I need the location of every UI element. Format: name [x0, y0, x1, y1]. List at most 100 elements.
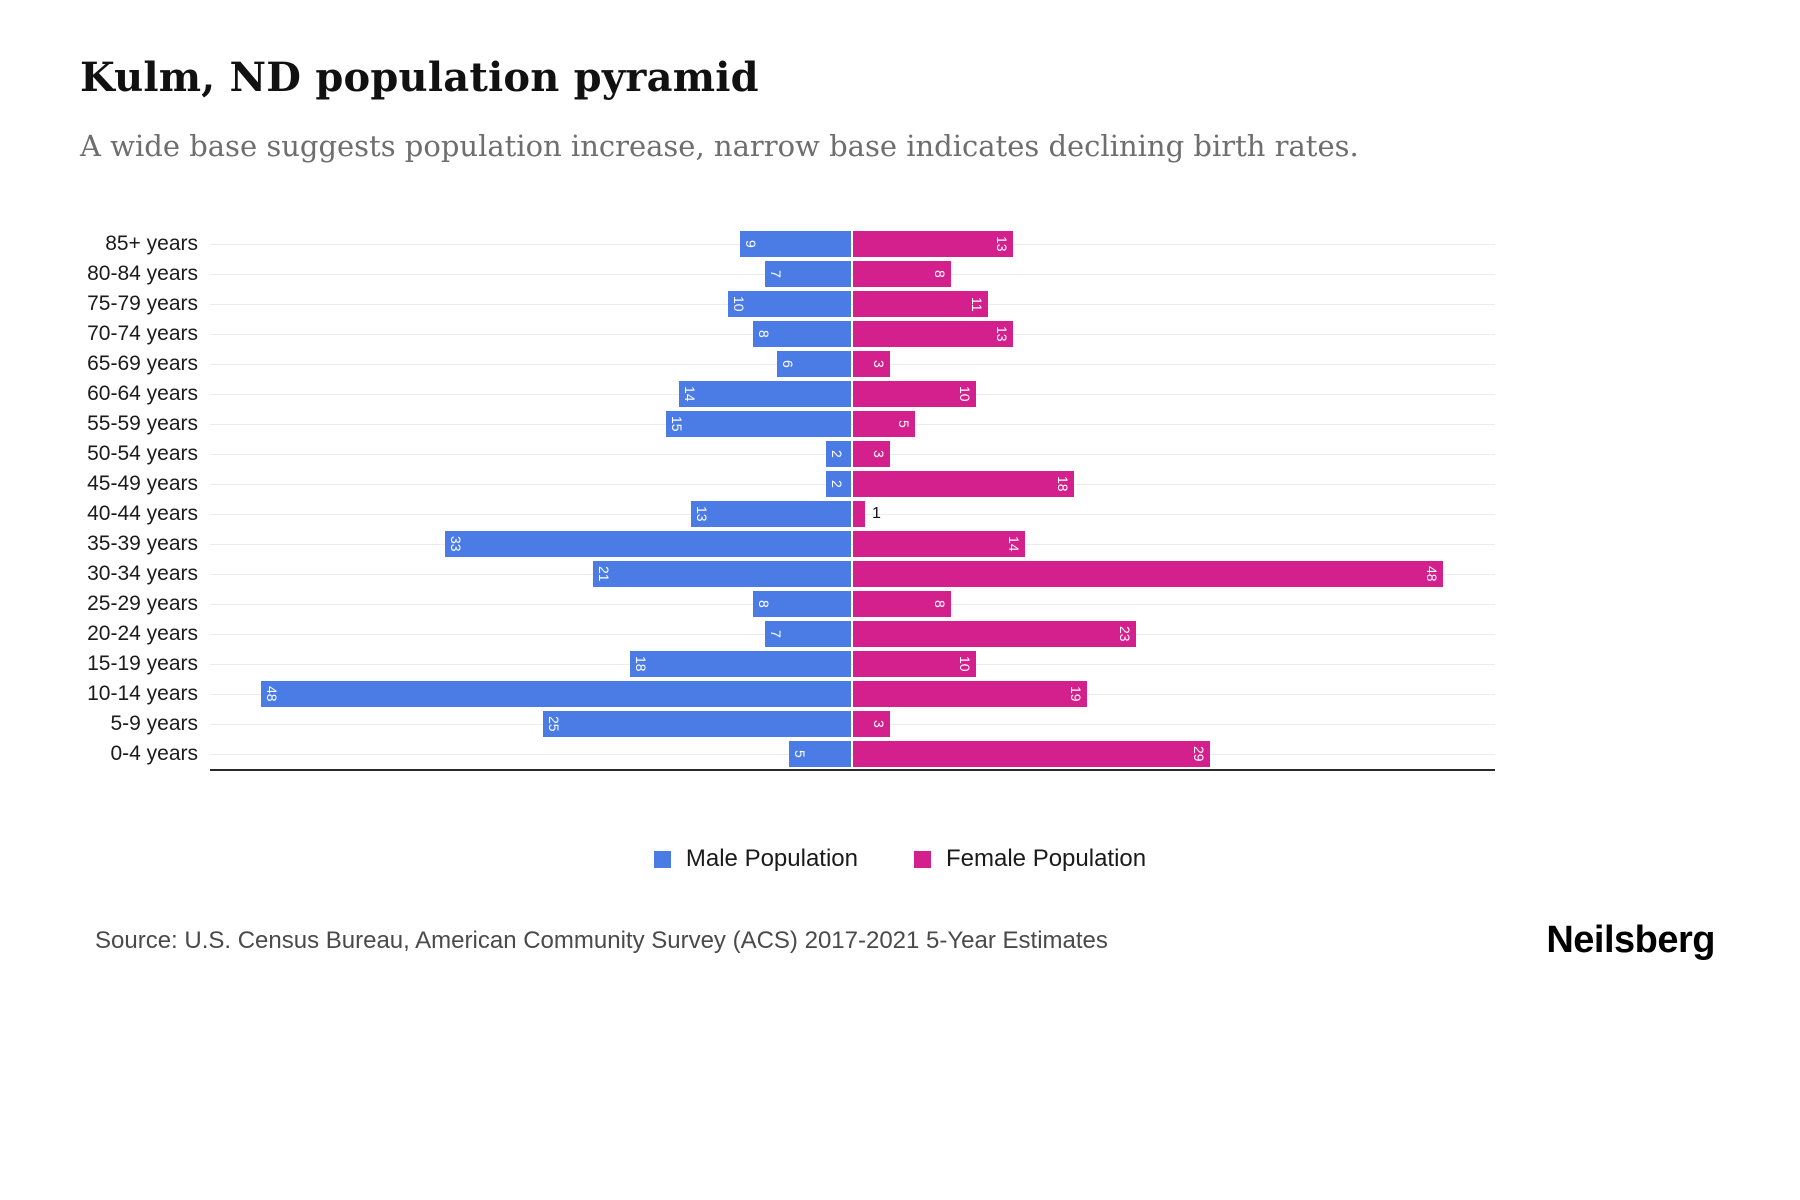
age-group-label: 55-59 years — [87, 412, 198, 435]
male-value-label: 14 — [682, 386, 698, 402]
age-group-label: 70-74 years — [87, 322, 198, 345]
legend-item-male: Male Population — [653, 845, 858, 873]
male-value-label: 7 — [768, 630, 784, 638]
pyramid-row: 85+ years 9 13 — [80, 229, 1660, 259]
age-group-label: 85+ years — [105, 232, 198, 255]
pyramid-row: 30-34 years 21 48 — [80, 559, 1660, 589]
gridline — [210, 424, 1495, 425]
male-value-label: 18 — [633, 656, 649, 672]
age-group-label: 50-54 years — [87, 442, 198, 465]
gridline — [210, 484, 1495, 485]
female-bar: 3 — [853, 441, 890, 467]
x-axis-line — [210, 769, 1495, 771]
gridline — [210, 454, 1495, 455]
pyramid-row: 55-59 years 15 5 — [80, 409, 1660, 439]
female-value-label: 14 — [1006, 536, 1022, 552]
female-value-label: 18 — [1055, 476, 1071, 492]
male-value-label: 7 — [768, 270, 784, 278]
age-group-label: 80-84 years — [87, 262, 198, 285]
female-bar: 10 — [853, 381, 976, 407]
legend-female-label: Female Population — [946, 845, 1147, 872]
legend-item-female: Female Population — [914, 845, 1146, 873]
age-group-label: 25-29 years — [87, 592, 198, 615]
pyramid-row: 40-44 years 13 1 — [80, 499, 1660, 529]
female-bar: 10 — [853, 651, 976, 677]
gridline — [210, 364, 1495, 365]
gridline — [210, 274, 1495, 275]
gridline — [210, 754, 1495, 755]
gridline — [210, 514, 1495, 515]
female-bar: 5 — [853, 411, 915, 437]
female-value-label: 19 — [1068, 686, 1084, 702]
female-bar: 11 — [853, 291, 988, 317]
male-bar: 15 — [666, 411, 851, 437]
age-group-label: 75-79 years — [87, 292, 198, 315]
male-bar: 9 — [740, 231, 851, 257]
pyramid-row: 10-14 years 48 19 — [80, 679, 1660, 709]
male-value-label: 8 — [756, 600, 772, 608]
male-bar: 2 — [826, 471, 851, 497]
neilsberg-logo[interactable]: Neilsberg — [1546, 919, 1715, 961]
pyramid-row: 75-79 years 10 11 — [80, 289, 1660, 319]
male-bar: 13 — [691, 501, 851, 527]
population-pyramid: 85+ years 9 13 80-84 years 7 8 75-79 years 10 11… — [80, 229, 1660, 771]
female-bar — [853, 501, 865, 527]
female-value-label: 48 — [1424, 566, 1440, 582]
female-value-label: 3 — [871, 450, 887, 458]
pyramid-row: 15-19 years 18 10 — [80, 649, 1660, 679]
female-bar: 8 — [853, 591, 951, 617]
male-legend-swatch — [653, 850, 671, 868]
male-value-label: 48 — [264, 686, 280, 702]
pyramid-row: 20-24 years 7 23 — [80, 619, 1660, 649]
age-group-label: 30-34 years — [87, 562, 198, 585]
gridline — [210, 604, 1495, 605]
pyramid-rows: 85+ years 9 13 80-84 years 7 8 75-79 years 10 11… — [80, 229, 1660, 769]
female-bar: 8 — [853, 261, 951, 287]
female-bar: 3 — [853, 351, 890, 377]
female-value-label: 5 — [896, 420, 912, 428]
male-bar: 7 — [765, 261, 851, 287]
female-value-label: 29 — [1191, 746, 1207, 762]
age-group-label: 40-44 years — [87, 502, 198, 525]
age-group-label: 35-39 years — [87, 532, 198, 555]
male-value-label: 10 — [731, 296, 747, 312]
male-bar: 10 — [728, 291, 851, 317]
male-bar: 18 — [630, 651, 851, 677]
male-bar: 48 — [261, 681, 851, 707]
female-bar: 48 — [853, 561, 1443, 587]
female-value-label: 3 — [871, 360, 887, 368]
pyramid-row: 35-39 years 33 14 — [80, 529, 1660, 559]
female-value-label: 23 — [1117, 626, 1133, 642]
male-value-label: 9 — [743, 240, 759, 248]
male-value-label: 5 — [792, 750, 808, 758]
female-value-label: 8 — [932, 600, 948, 608]
female-value-label: 10 — [957, 386, 973, 402]
age-group-label: 15-19 years — [87, 652, 198, 675]
female-value-label: 1 — [872, 505, 881, 522]
pyramid-row: 60-64 years 14 10 — [80, 379, 1660, 409]
pyramid-row: 25-29 years 8 8 — [80, 589, 1660, 619]
chart-title: Kulm, ND population pyramid — [80, 54, 759, 101]
female-legend-swatch — [914, 850, 931, 868]
pyramid-row: 80-84 years 7 8 — [80, 259, 1660, 289]
male-value-label: 6 — [780, 360, 796, 368]
male-bar: 21 — [593, 561, 851, 587]
male-bar: 5 — [789, 741, 851, 767]
pyramid-row: 5-9 years 25 3 — [80, 709, 1660, 739]
male-bar: 6 — [777, 351, 851, 377]
male-bar: 8 — [753, 321, 851, 347]
male-bar: 7 — [765, 621, 851, 647]
gridline — [210, 544, 1495, 545]
gridline — [210, 304, 1495, 305]
male-bar: 33 — [445, 531, 851, 557]
gridline — [210, 334, 1495, 335]
male-value-label: 15 — [669, 416, 685, 432]
gridline — [210, 664, 1495, 665]
age-group-label: 5-9 years — [110, 712, 198, 735]
female-value-label: 11 — [969, 296, 985, 312]
male-value-label: 25 — [546, 716, 562, 732]
female-value-label: 10 — [957, 656, 973, 672]
gridline — [210, 634, 1495, 635]
female-bar: 14 — [853, 531, 1025, 557]
female-value-label: 13 — [994, 236, 1010, 252]
